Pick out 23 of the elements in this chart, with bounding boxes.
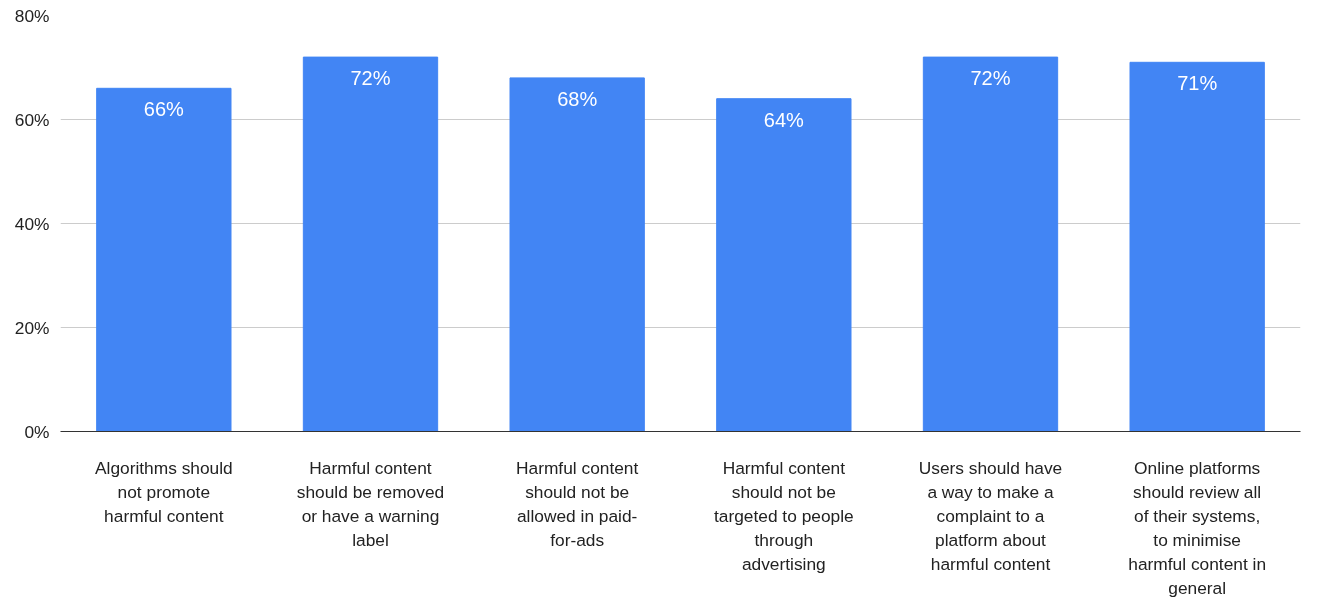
data-label: 71% xyxy=(1177,72,1218,95)
bar xyxy=(96,87,232,432)
x-tick-label: Users should have a way to make a complaint to a platform about harmful content xyxy=(918,457,1063,574)
data-label: 72% xyxy=(350,67,391,90)
x-tick-label: Harmful content should not be allowed in paid-for-ads xyxy=(516,457,639,550)
x-tick-label: Online platforms should review all of their systems, to minimise harmful content in general xyxy=(1128,457,1267,598)
data-label: 72% xyxy=(970,67,1011,90)
y-tick-label: 40% xyxy=(14,213,50,234)
y-tick-label: 80% xyxy=(14,5,50,26)
bar xyxy=(302,56,439,432)
bar xyxy=(922,56,1059,432)
data-label: 68% xyxy=(557,87,598,110)
bar xyxy=(1129,61,1265,432)
data-label: 66% xyxy=(143,98,185,121)
x-tick-label: Harmful content should be removed or have a warning label xyxy=(296,457,445,550)
y-tick-label: 60% xyxy=(14,109,50,130)
y-tick-label: 20% xyxy=(14,317,50,338)
x-tick-label: Algorithms should not promote harmful content xyxy=(94,457,233,526)
x-tick-label: Harmful content should not be targeted to people through advertising xyxy=(713,457,854,574)
bar xyxy=(509,77,645,432)
bar xyxy=(716,98,852,432)
y-tick-label: 0% xyxy=(24,421,50,442)
data-label: 64% xyxy=(763,108,805,131)
